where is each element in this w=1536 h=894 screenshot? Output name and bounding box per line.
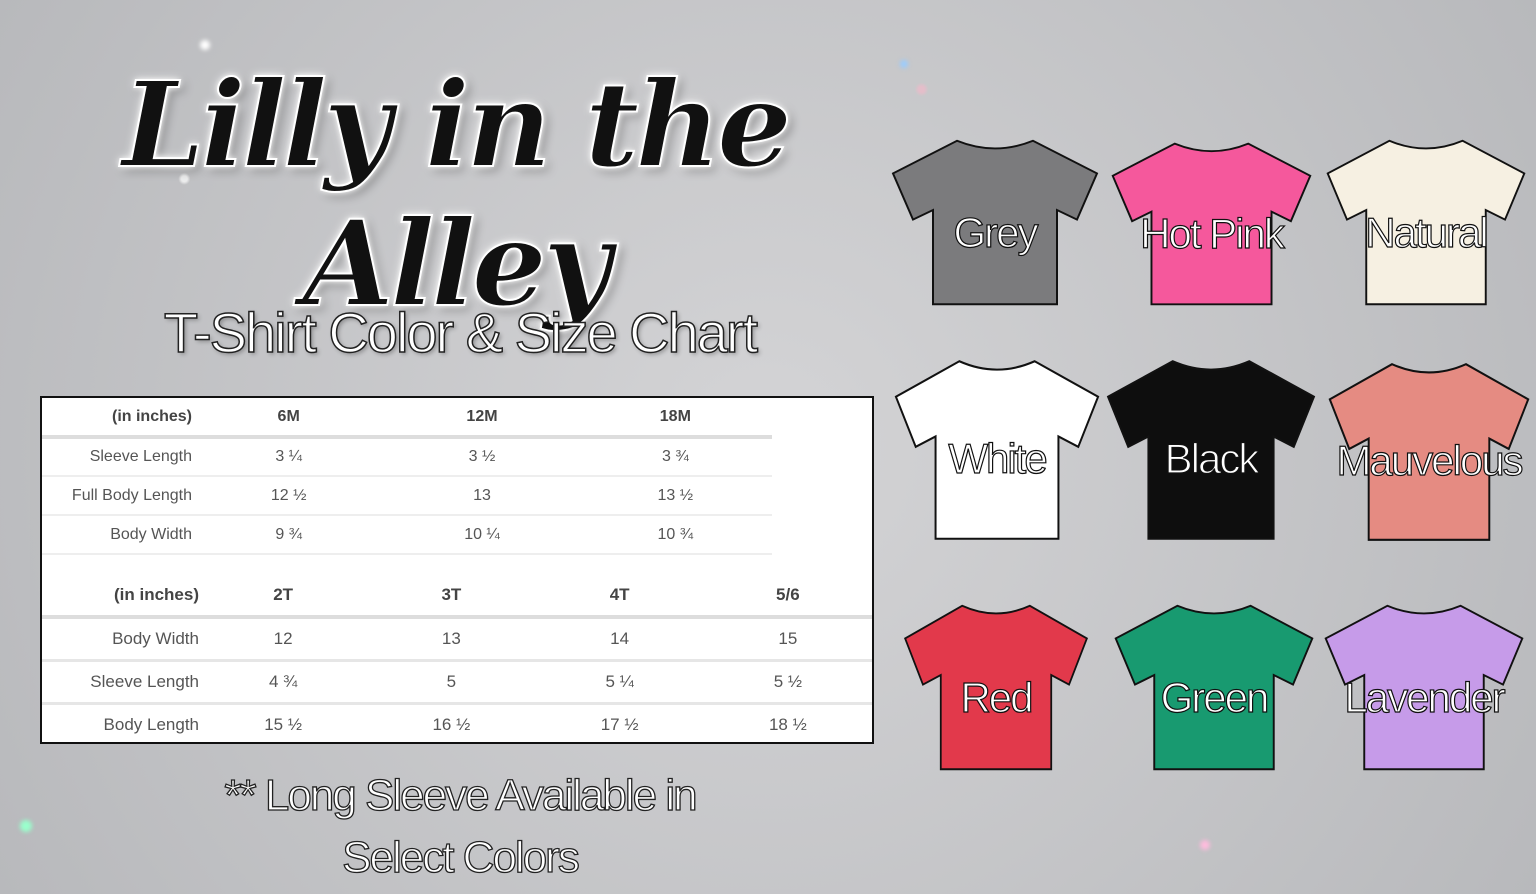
table-cell: 17 ½ — [600, 715, 639, 735]
table-cell: 16 ½ — [432, 715, 471, 735]
shirt-color-label: Grey — [953, 208, 1039, 256]
shirt-green: Green — [1108, 600, 1320, 775]
table-header: (in inches) — [111, 407, 192, 425]
shirt-lavender: Lavender — [1318, 600, 1530, 775]
long-sleeve-note: ** Long Sleeve Available in Select Color… — [120, 765, 800, 889]
page-title: T-Shirt Color & Size Chart — [163, 300, 759, 365]
table-cell: 10 ¾ — [657, 525, 694, 543]
row-label: Full Body Length — [71, 486, 192, 504]
brand-logo: Lilly in the Alley — [121, 54, 793, 334]
shirt-color-label: Mauvelous — [1336, 436, 1524, 484]
shirt-white: White — [888, 355, 1106, 545]
tshirt-icon — [1324, 604, 1524, 771]
table-cell: 5 ¼ — [605, 671, 634, 691]
table-header: 18M — [659, 407, 691, 425]
table-header-row: (in inches) 6M 12M 18M — [42, 398, 772, 437]
note-line: ** Long Sleeve Available in — [224, 770, 698, 820]
shirt-red: Red — [898, 600, 1094, 775]
tshirt-icon — [1114, 604, 1314, 771]
table-header: 12M — [466, 407, 498, 425]
table-cell: 15 — [778, 628, 798, 648]
table-cell: 12 — [273, 628, 293, 648]
table-row: Sleeve Length 4 ¾ 5 5 ¼ 5 ½ — [42, 660, 872, 703]
table-cell: 5 — [446, 671, 457, 691]
table-cell: 13 ½ — [657, 486, 694, 504]
table-cell: 14 — [610, 628, 630, 648]
table-header: 3T — [441, 584, 462, 604]
shirt-grey: Grey — [885, 135, 1105, 310]
table-cell: 15 ½ — [264, 715, 303, 735]
table-header: 4T — [609, 584, 630, 604]
sparkle — [20, 820, 32, 832]
table-row: Body Length 15 ½ 16 ½ 17 ½ 18 ½ — [42, 703, 872, 746]
table-header: 5/6 — [776, 584, 800, 604]
table-cell: 18 ½ — [768, 715, 807, 735]
table-cell: 3 ½ — [468, 448, 496, 465]
table-cell: 5 ½ — [773, 671, 803, 691]
tshirt-icon — [1106, 360, 1316, 540]
tshirt-icon — [894, 360, 1100, 540]
table-cell: 10 ¼ — [464, 525, 500, 543]
table-cell: 9 ¾ — [275, 525, 302, 543]
tshirt-icon — [891, 139, 1099, 306]
table-row: Body Width 12 13 14 15 — [42, 617, 872, 660]
shirt-black: Black — [1100, 355, 1322, 545]
table-header: 2T — [273, 584, 294, 604]
shirt-color-label: Black — [1164, 434, 1260, 482]
tshirt-icon — [1111, 142, 1312, 306]
shirt-color-label: Natural — [1365, 208, 1490, 256]
shirt-hot-pink: Hot Pink — [1105, 138, 1318, 310]
row-label: Body Length — [103, 715, 199, 735]
table-header: (in inches) — [113, 584, 199, 604]
size-table-toddler: (in inches) 2T 3T 4T 5/6 Body Width 12 1… — [42, 574, 872, 746]
note-line: Select Colors — [342, 832, 581, 882]
size-table-infant: (in inches) 6M 12M 18M Sleeve Length 3 ¼… — [42, 398, 772, 555]
shirt-color-label: White — [948, 434, 1049, 482]
table-header: 6M — [277, 407, 300, 425]
row-label: Sleeve Length — [90, 671, 199, 691]
row-label: Body Width — [112, 628, 199, 648]
table-cell: 3 ¼ — [275, 448, 302, 465]
row-label: Body Width — [110, 525, 192, 543]
shirt-mauvelous: Mauvelous — [1322, 358, 1536, 546]
tshirt-icon — [1328, 363, 1530, 541]
shirt-color-label: Lavender — [1344, 673, 1506, 721]
tshirt-icon — [903, 604, 1089, 771]
sparkle — [1200, 840, 1210, 850]
table-cell: 13 — [473, 486, 491, 504]
table-row: Sleeve Length 3 ¼ 3 ½ 3 ¾ — [42, 437, 772, 476]
tshirt-icon — [1326, 139, 1526, 306]
table-cell: 12 ½ — [270, 486, 307, 504]
table-cell: 13 — [441, 628, 461, 648]
table-row: Full Body Length 12 ½ 13 13 ½ — [42, 476, 772, 515]
row-label: Sleeve Length — [89, 448, 192, 465]
table-cell: 3 ¾ — [661, 448, 689, 465]
shirt-color-label: Hot Pink — [1140, 210, 1286, 258]
table-cell: 4 ¾ — [268, 671, 298, 691]
sparkle — [900, 60, 908, 68]
table-row: Body Width 9 ¾ 10 ¼ 10 ¾ — [42, 515, 772, 554]
shirt-color-label: Red — [960, 673, 1034, 721]
sparkle — [200, 40, 210, 50]
table-header-row: (in inches) 2T 3T 4T 5/6 — [42, 574, 872, 617]
size-chart: (in inches) 6M 12M 18M Sleeve Length 3 ¼… — [40, 396, 874, 744]
shirt-color-label: Green — [1160, 673, 1270, 721]
shirt-natural: Natural — [1320, 135, 1532, 310]
